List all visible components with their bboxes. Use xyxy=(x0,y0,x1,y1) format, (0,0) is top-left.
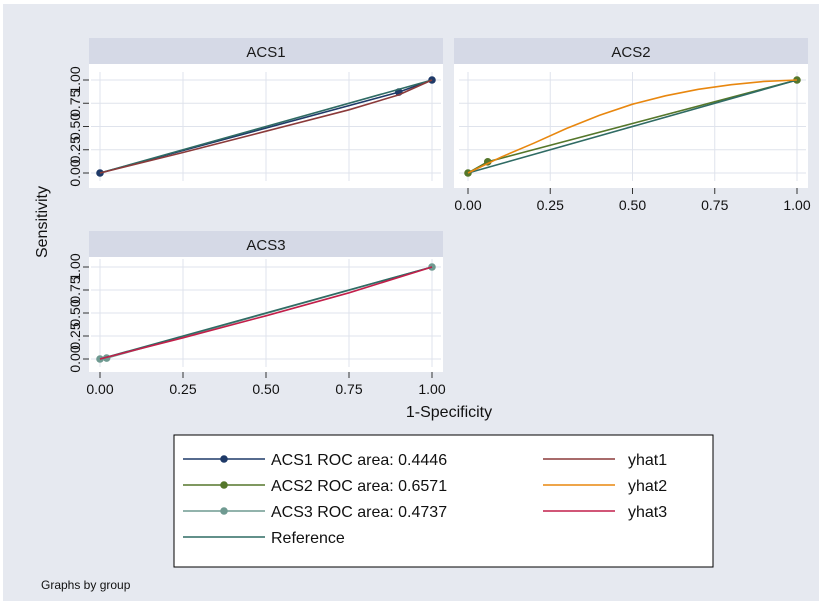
y-tick-label-4: 1.00 xyxy=(67,253,83,280)
x-tick-label-4: 1.00 xyxy=(783,197,810,213)
footnote: Graphs by group xyxy=(41,578,131,592)
y-tick-label-1: 0.25 xyxy=(67,136,83,163)
roc-chart-svg: ACS1 0.000.250.500.751.00 ACS2 0.00 0.25 0… xyxy=(34,38,811,592)
y-tick-label-3: 0.75 xyxy=(67,276,83,303)
panel-3-reference-line xyxy=(99,266,433,360)
panel-acs3-title: ACS3 xyxy=(246,237,285,254)
panel-acs2-x-ticks: 0.00 0.25 0.50 0.75 1.00 xyxy=(454,188,811,213)
legend-label-acs2: ACS2 ROC area: 0.6571 xyxy=(271,478,447,495)
x-tick-label-3: 0.75 xyxy=(335,381,362,397)
legend-label-reference: Reference xyxy=(271,530,345,547)
panel-2-reference-line xyxy=(467,79,798,174)
legend-label-yhat1: yhat1 xyxy=(628,452,667,469)
panel-acs2-series xyxy=(464,76,801,177)
x-tick-label-3: 0.75 xyxy=(701,197,728,213)
x-tick-label-0: 0.00 xyxy=(454,197,481,213)
panel-1-reference-line xyxy=(99,79,433,174)
y-axis-title: Sensitivity xyxy=(34,186,51,258)
legend-label-yhat2: yhat2 xyxy=(628,478,667,495)
y-tick-label-2: 0.50 xyxy=(67,299,83,326)
legend-box xyxy=(173,434,714,568)
legend-label-yhat3: yhat3 xyxy=(628,504,667,521)
panel-2-yhat2-line xyxy=(467,79,798,174)
x-tick-label-2: 0.50 xyxy=(252,381,279,397)
panel-3-yhat3-line xyxy=(99,266,433,360)
panel-acs2-strip xyxy=(454,38,808,64)
legend-label-acs1: ACS1 ROC area: 0.4446 xyxy=(271,452,447,469)
panel-acs3: ACS3 0.000.250.500.751.00 0.00 0.25 0.50 0.… xyxy=(67,231,446,397)
x-tick-label-2: 0.50 xyxy=(619,197,646,213)
x-tick-label-1: 0.25 xyxy=(169,381,196,397)
y-tick-label-3: 0.75 xyxy=(67,89,83,116)
panel-acs1-series xyxy=(96,76,436,177)
y-tick-label-4: 1.00 xyxy=(67,66,83,93)
legend: ACS1 ROC area: 0.4446 ACS2 ROC area: 0.65… xyxy=(173,434,714,568)
y-tick-label-0: 0.00 xyxy=(67,159,83,186)
legend-items: ACS1 ROC area: 0.4446 ACS2 ROC area: 0.65… xyxy=(183,452,667,547)
x-tick-label-4: 1.00 xyxy=(418,381,445,397)
panel-acs2-title: ACS2 xyxy=(611,44,650,61)
panel-1-yhat1-line xyxy=(99,79,433,174)
roc-figure: ACS1 0.00 0.25 0.50 0.75 1.00 ACS2 0.00 0.25 0… xyxy=(3,4,819,601)
panel-acs3-strip xyxy=(89,231,443,257)
x-tick-label-1: 0.25 xyxy=(537,197,564,213)
legend-marker-acs3 xyxy=(220,507,228,515)
panel-acs1: ACS1 0.000.250.500.751.00 xyxy=(67,38,443,188)
panel-acs1-title: ACS1 xyxy=(246,44,285,61)
x-tick-label-0: 0.00 xyxy=(86,381,113,397)
legend-marker-acs2 xyxy=(220,481,228,489)
panel-acs3-y-ticks: 0.000.250.500.751.00 xyxy=(67,253,89,373)
x-axis-title: 1-Specificity xyxy=(406,404,492,421)
panel-acs3-x-ticks: 0.00 0.25 0.50 0.75 1.00 xyxy=(86,372,446,397)
panel-acs2: ACS2 0.00 0.25 0.50 0.75 1.00 xyxy=(454,38,811,213)
panel-acs1-strip xyxy=(89,38,443,64)
y-tick-label-1: 0.25 xyxy=(67,322,83,349)
panel-acs3-series xyxy=(96,263,436,363)
legend-marker-acs1 xyxy=(220,455,228,463)
y-tick-label-0: 0.00 xyxy=(67,345,83,372)
panel-acs1-y-ticks: 0.000.250.500.751.00 xyxy=(67,66,89,187)
y-tick-label-2: 0.50 xyxy=(67,113,83,140)
legend-label-acs3: ACS3 ROC area: 0.4737 xyxy=(271,504,447,521)
